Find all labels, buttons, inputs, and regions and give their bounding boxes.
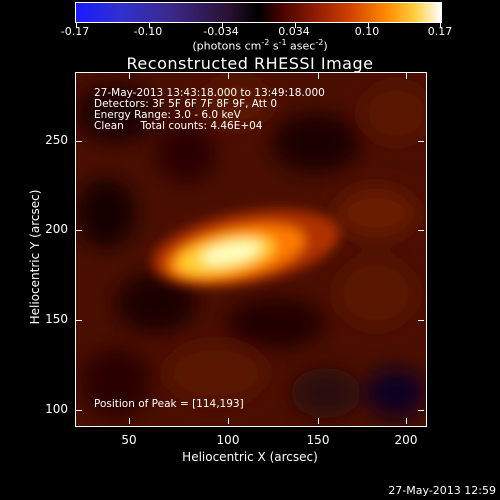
x-tick xyxy=(318,418,319,424)
flare-source xyxy=(152,209,340,287)
colorbar-tick xyxy=(222,23,223,28)
y-tick-label: 150 xyxy=(45,312,68,326)
x-axis-label: Heliocentric X (arcsec) xyxy=(182,450,318,464)
x-tick xyxy=(406,73,407,79)
y-tick xyxy=(76,320,82,321)
y-tick-label: 250 xyxy=(45,133,68,147)
y-tick xyxy=(418,320,424,321)
y-tick-label: 200 xyxy=(45,222,68,236)
x-tick-label: 50 xyxy=(121,433,137,447)
info-time-range: 27-May-2013 13:43:18.000 to 13:49:18.000 xyxy=(94,87,325,99)
y-axis-label: Heliocentric Y (arcsec) xyxy=(28,189,42,325)
x-tick xyxy=(318,73,319,79)
info-energy-range: Energy Range: 3.0 - 6.0 keV xyxy=(94,109,241,121)
image-plot-area[interactable] xyxy=(75,72,427,427)
colorbar-tick xyxy=(149,23,150,28)
info-detectors: Detectors: 3F 5F 6F 7F 8F 9F, Att 0 xyxy=(94,98,278,110)
colorbar-tick-label: 0.10 xyxy=(354,25,380,38)
timestamp: 27-May-2013 12:59 xyxy=(388,484,496,497)
colorbar-tick xyxy=(295,23,296,28)
y-tick xyxy=(418,410,424,411)
colorbar-tick-label: -0.10 xyxy=(133,25,163,38)
rhessi-image xyxy=(76,73,426,426)
y-tick xyxy=(418,141,424,142)
x-tick xyxy=(228,73,229,79)
background-mottle xyxy=(76,78,426,418)
colorbar-tick-label: -0.034 xyxy=(203,25,239,38)
colorbar-tick-label: 0.17 xyxy=(427,25,453,38)
colorbar-tick-label: -0.17 xyxy=(60,25,90,38)
colorbar-tick xyxy=(368,23,369,28)
plot-title: Reconstructed RHESSI Image xyxy=(126,54,374,73)
info-clean-counts: Clean Total counts: 4.46E+04 xyxy=(94,120,263,132)
y-tick xyxy=(418,230,424,231)
y-tick xyxy=(76,141,82,142)
colorbar-tick xyxy=(440,23,441,28)
x-tick xyxy=(129,418,130,424)
x-tick xyxy=(406,418,407,424)
peak-position: Position of Peak = [114,193] xyxy=(94,398,244,410)
colorbar xyxy=(75,2,442,28)
colorbar-tick xyxy=(76,23,77,28)
y-tick-label: 100 xyxy=(45,402,68,416)
y-tick xyxy=(76,230,82,231)
x-tick xyxy=(129,73,130,79)
observation-info: 27-May-2013 13:43:18.000 to 13:49:18.000… xyxy=(94,88,325,132)
x-tick-label: 200 xyxy=(394,433,418,447)
x-tick-label: 100 xyxy=(216,433,240,447)
x-tick xyxy=(228,418,229,424)
x-tick-label: 150 xyxy=(306,433,330,447)
colorbar-units: (photons cm-2 s-1 asec-2) xyxy=(192,38,328,53)
y-tick xyxy=(76,410,82,411)
colorbar-tick-label: 0.034 xyxy=(278,25,310,38)
